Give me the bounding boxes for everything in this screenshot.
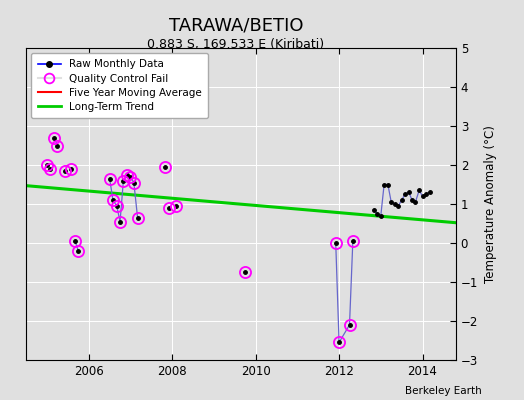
Text: TARAWA/BETIO: TARAWA/BETIO [169, 16, 303, 34]
Legend: Raw Monthly Data, Quality Control Fail, Five Year Moving Average, Long-Term Tren: Raw Monthly Data, Quality Control Fail, … [31, 53, 208, 118]
Text: Berkeley Earth: Berkeley Earth [406, 386, 482, 396]
Y-axis label: Temperature Anomaly (°C): Temperature Anomaly (°C) [484, 125, 497, 283]
Text: 0.883 S, 169.533 E (Kiribati): 0.883 S, 169.533 E (Kiribati) [147, 38, 324, 51]
